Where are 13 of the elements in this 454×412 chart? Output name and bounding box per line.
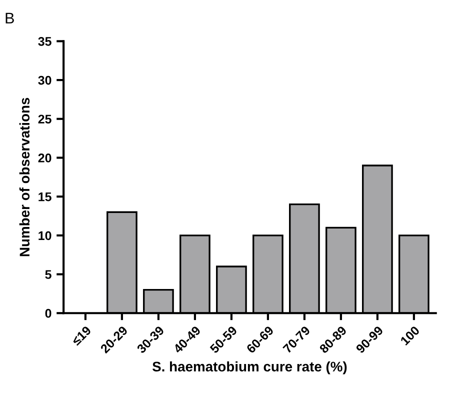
y-tick-label: 20 (38, 154, 52, 162)
y-tick-label: 5 (45, 270, 52, 279)
x-tick-label: 100 (400, 326, 420, 346)
x-axis-title: S. haematobium cure rate (%) (152, 361, 347, 374)
y-tick-label: 35 (38, 37, 52, 46)
y-tick-label: 30 (38, 76, 52, 85)
y-tick-label: 10 (38, 231, 52, 240)
y-axis-title: Number of observations (19, 98, 30, 256)
y-tick-label: 15 (38, 192, 52, 202)
chart-title: B (6, 12, 14, 24)
y-tick-label: 0 (45, 308, 52, 318)
x-tick-label: ≤19 (71, 325, 92, 346)
y-tick-label: 25 (38, 114, 52, 124)
